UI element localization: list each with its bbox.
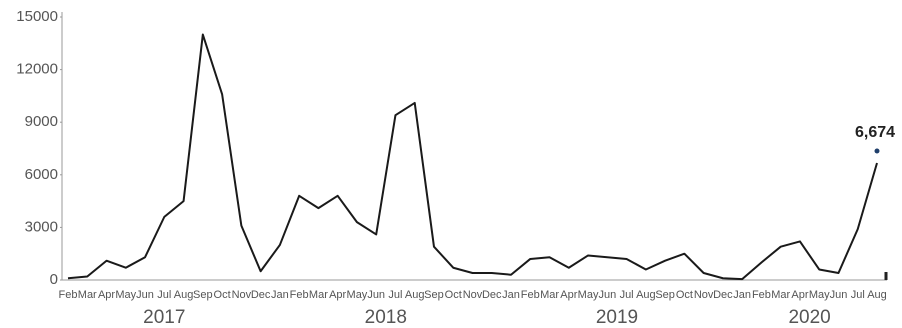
year-label: 2018 bbox=[365, 307, 407, 328]
x-tick-label: Dec bbox=[482, 289, 502, 301]
x-tick-label: Jan bbox=[271, 289, 289, 301]
x-tick-label: Sep bbox=[193, 289, 213, 301]
y-tick-label: 15000 bbox=[16, 8, 58, 25]
x-tick-label: Apr bbox=[98, 289, 115, 301]
x-tick-label: Jun bbox=[598, 289, 616, 301]
year-label: 2017 bbox=[143, 307, 185, 328]
year-label: 2019 bbox=[596, 307, 638, 328]
x-tick-label: Mar bbox=[771, 289, 790, 301]
x-tick-label: Jul bbox=[851, 289, 865, 301]
x-tick-label: Nov bbox=[232, 289, 252, 301]
y-tick-label: 6000 bbox=[25, 166, 58, 183]
x-tick-label: Nov bbox=[463, 289, 483, 301]
x-tick-label: Aug bbox=[867, 289, 887, 301]
x-tick-label: May bbox=[347, 289, 368, 301]
line bbox=[67, 33, 878, 281]
x-tick-label: Aug bbox=[636, 289, 656, 301]
x-tick-label: May bbox=[578, 289, 599, 301]
x-tick-label: Feb bbox=[59, 289, 78, 301]
x-tick-label: Jun bbox=[136, 289, 154, 301]
x-tick-label: May bbox=[115, 289, 136, 301]
x-tick-label: Feb bbox=[752, 289, 771, 301]
x-tick-label: Apr bbox=[329, 289, 346, 301]
y-tick-label: 9000 bbox=[25, 113, 58, 130]
annotation-dot bbox=[874, 148, 880, 154]
x-tick-label: Oct bbox=[445, 289, 462, 301]
x-tick-label: Oct bbox=[676, 289, 693, 301]
x-tick-label: May bbox=[809, 289, 830, 301]
x-tick-label: Aug bbox=[405, 289, 425, 301]
x-tick-label: Oct bbox=[214, 289, 231, 301]
x-tick-label: Apr bbox=[560, 289, 577, 301]
x-tick-label: Dec bbox=[251, 289, 271, 301]
x-tick-label: Feb bbox=[521, 289, 540, 301]
y-tick-label: 0 bbox=[50, 271, 58, 288]
x-tick-label: Jun bbox=[830, 289, 848, 301]
year-label: 2020 bbox=[788, 307, 830, 328]
y-tick-label: 3000 bbox=[25, 218, 58, 235]
x-tick-label: Mar bbox=[540, 289, 559, 301]
x-tick-label: Jan bbox=[733, 289, 751, 301]
x-tick-label: Jul bbox=[620, 289, 634, 301]
x-tick-label: Jul bbox=[388, 289, 402, 301]
x-tick-label: Mar bbox=[309, 289, 328, 301]
x-tick-label: Jan bbox=[502, 289, 520, 301]
x-tick-label: Jul bbox=[157, 289, 171, 301]
x-tick-label: Jun bbox=[367, 289, 385, 301]
x-tick-label: Nov bbox=[694, 289, 714, 301]
x-tick-label: Feb bbox=[290, 289, 309, 301]
y-tick-label: 12000 bbox=[16, 61, 58, 78]
x-tick-label: Apr bbox=[791, 289, 808, 301]
x-tick-label: Mar bbox=[78, 289, 97, 301]
x-tick-label: Sep bbox=[655, 289, 675, 301]
value-label: 6,674 bbox=[855, 124, 895, 141]
x-tick-label: Sep bbox=[424, 289, 444, 301]
x-tick-label: Aug bbox=[174, 289, 194, 301]
x-tick-label: Dec bbox=[713, 289, 733, 301]
